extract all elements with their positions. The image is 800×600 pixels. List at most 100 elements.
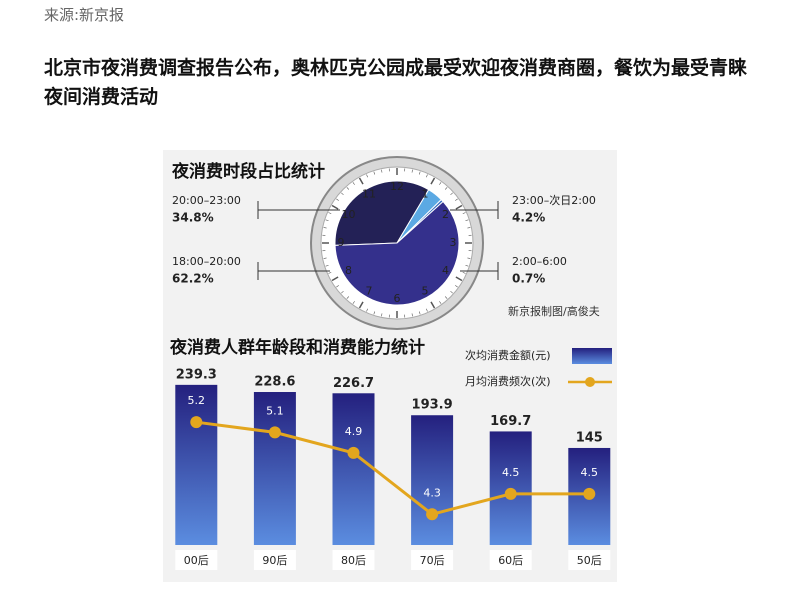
- slice-label: 23:00–次日2:00: [512, 193, 596, 207]
- line-value: 4.9: [345, 425, 363, 438]
- bar-value: 145: [576, 430, 603, 445]
- clock-tick: [411, 169, 413, 173]
- line-value: 4.5: [502, 466, 520, 479]
- clock-tick: [352, 301, 355, 304]
- bar: [411, 415, 454, 545]
- clock-tick: [465, 219, 469, 222]
- clock-tick: [331, 276, 339, 282]
- bar-value: 228.6: [254, 375, 295, 390]
- x-tick-label: 50后: [577, 554, 602, 567]
- line-point: [268, 426, 281, 439]
- x-tick-label: 60后: [498, 554, 523, 567]
- dial-label: 6: [394, 292, 401, 305]
- clock-tick: [455, 198, 458, 201]
- line-value: 4.3: [423, 486, 441, 499]
- slice-label: 2:00–6:00: [512, 255, 567, 268]
- source: 来源:新京报: [44, 6, 125, 24]
- chart-title: 夜消费人群年龄段和消费能力统计: [169, 337, 425, 358]
- clock-tick: [331, 204, 339, 210]
- bar-value: 239.3: [176, 367, 217, 382]
- clock-tick: [352, 182, 355, 185]
- bar: [175, 384, 218, 545]
- legend-label: 月均消费频次(次): [465, 374, 551, 388]
- legend-swatch: [572, 348, 612, 364]
- legend-dot: [585, 377, 595, 387]
- dial-label: 12: [390, 180, 404, 193]
- legend-label: 次均消费金额(元): [465, 348, 551, 362]
- clock-tick: [381, 313, 383, 317]
- clock-tick: [462, 212, 466, 214]
- dial-label: 7: [366, 284, 373, 297]
- clock-tick: [430, 301, 436, 309]
- clock-tick: [373, 311, 376, 315]
- slice-value: 0.7%: [512, 272, 545, 286]
- clock-tick: [341, 290, 344, 294]
- credit: 新京报制图/高俊夫: [508, 304, 600, 318]
- clock-tick: [418, 311, 421, 315]
- pie-slice: [334, 180, 430, 246]
- line-point: [504, 487, 517, 500]
- line-value: 5.1: [266, 404, 284, 417]
- category-box: [489, 550, 532, 570]
- slice-value: 62.2%: [172, 272, 214, 286]
- slice-value: 4.2%: [512, 211, 545, 225]
- x-tick-label: 90后: [262, 554, 287, 567]
- dial-label: 3: [450, 236, 457, 249]
- clock-tick: [426, 308, 428, 312]
- clock-tick: [325, 264, 329, 267]
- clock-tick: [366, 308, 368, 312]
- clock-tick: [381, 169, 383, 173]
- clock-tick: [455, 204, 463, 210]
- pie-slice: [334, 200, 460, 306]
- clock-tick: [465, 264, 469, 267]
- x-tick-label: 70后: [420, 554, 445, 567]
- clock-tick: [450, 192, 453, 196]
- line-value: 5.2: [188, 394, 206, 407]
- category-box: [332, 550, 375, 570]
- dial-label: 2: [442, 208, 449, 221]
- dial-label: 9: [338, 236, 345, 249]
- line-point: [347, 446, 360, 459]
- clock-tick: [323, 227, 327, 229]
- bar: [332, 393, 375, 545]
- slice-value: 34.8%: [172, 211, 214, 225]
- clock-tick: [467, 227, 471, 229]
- clock-tick: [444, 296, 448, 299]
- clock-tick: [358, 301, 364, 309]
- category-box: [175, 550, 218, 570]
- dial-label: 4: [442, 264, 449, 277]
- clock-tick: [373, 171, 376, 175]
- x-tick-label: 80后: [341, 554, 366, 567]
- clock-tick: [336, 198, 339, 201]
- clock-tick: [467, 257, 471, 259]
- clock-tick: [346, 187, 350, 190]
- chart-title: 夜消费时段占比统计: [171, 161, 325, 182]
- clock-tick: [455, 276, 463, 282]
- line-value: 4.5: [581, 466, 599, 479]
- line-point: [426, 508, 439, 521]
- clock-tick: [328, 212, 332, 214]
- clock-tick: [418, 171, 421, 175]
- clock-tick: [341, 192, 344, 196]
- clock-tick: [358, 177, 364, 185]
- slice-label: 20:00–23:00: [172, 194, 241, 207]
- line: [196, 420, 590, 516]
- bar-value: 226.7: [333, 376, 374, 391]
- clock-tick: [426, 174, 428, 178]
- clock-tick: [444, 187, 448, 190]
- clock-tick: [411, 313, 413, 317]
- clock-tick: [455, 285, 458, 288]
- clock-tick: [439, 182, 442, 185]
- clock-tick: [366, 174, 368, 178]
- category-box: [568, 550, 611, 570]
- clock-tick: [346, 296, 350, 299]
- clock-tick: [323, 257, 327, 259]
- clock-tick: [328, 272, 332, 274]
- dial-label: 5: [422, 284, 429, 297]
- bar: [253, 392, 296, 545]
- line-point: [190, 416, 203, 429]
- bar-value: 193.9: [412, 398, 453, 413]
- slice-label: 18:00–20:00: [172, 255, 241, 268]
